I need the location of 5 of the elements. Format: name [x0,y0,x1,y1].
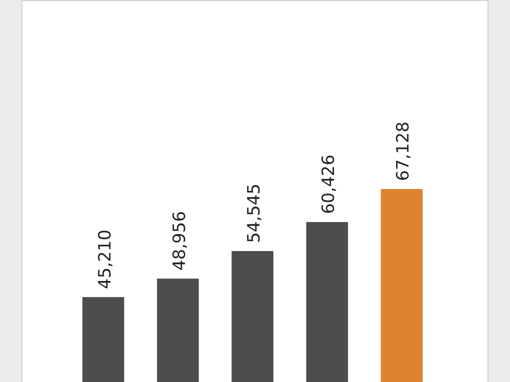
data-label: 54,545 [244,184,264,244]
data-label: 48,956 [170,211,190,271]
data-label: 60,426 [319,154,340,214]
data-label: 67,128 [394,122,414,181]
data-label: 45,210 [95,230,116,290]
